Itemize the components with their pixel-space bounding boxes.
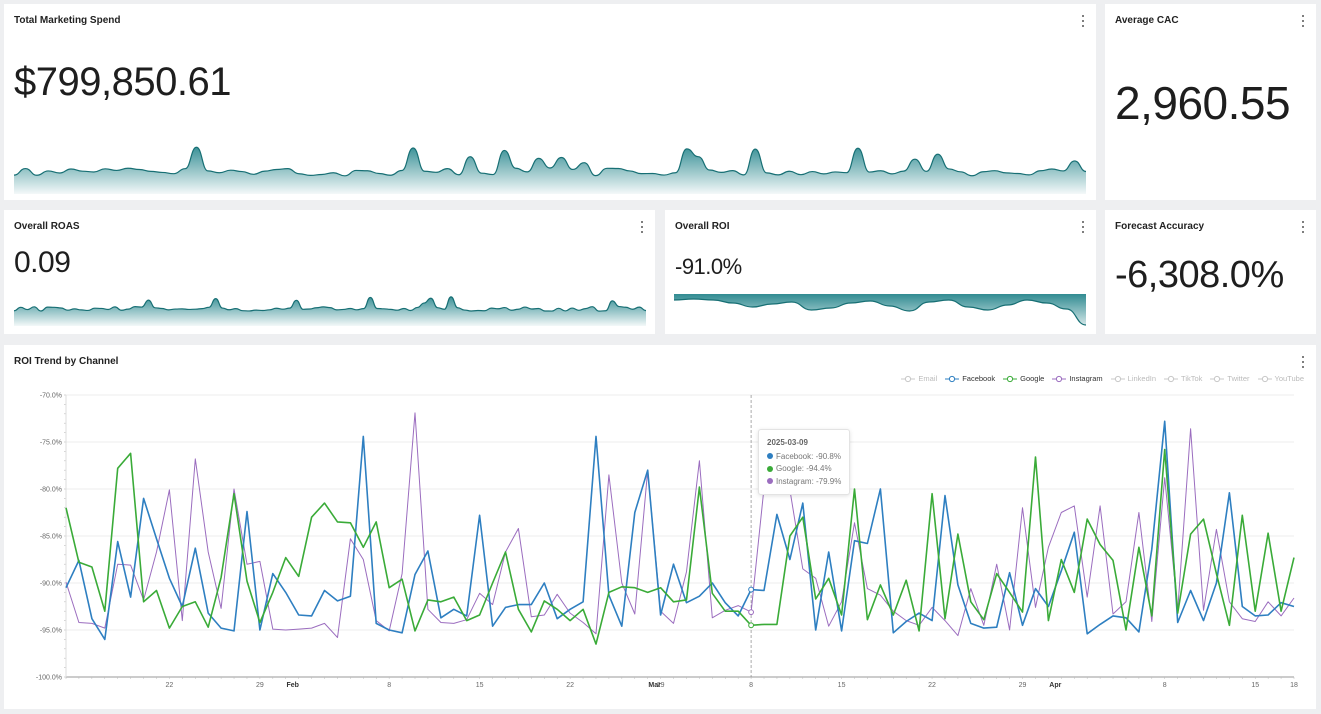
- x-tick-label: 15: [838, 682, 846, 689]
- kpi-value: $799,850.61: [14, 60, 231, 104]
- legend-label: LinkedIn: [1127, 374, 1157, 383]
- roi-trend-chart[interactable]: -70.0% -75.0% -80.0% -85.0% -90.0% -95.0% -100…: [4, 345, 1316, 709]
- legend-item-facebook[interactable]: Facebook: [945, 374, 995, 383]
- more-options-icon[interactable]: [1300, 220, 1306, 234]
- facebook-dot-icon: [767, 453, 773, 459]
- legend-line-icon: [901, 375, 916, 382]
- legend-item-linkedin[interactable]: LinkedIn: [1110, 374, 1157, 383]
- y-tick-label: -90.0%: [40, 581, 62, 588]
- legend-label: YouTube: [1274, 374, 1304, 383]
- tooltip-row-facebook: Facebook: -90.8%: [767, 451, 841, 464]
- more-options-icon[interactable]: [1080, 14, 1086, 28]
- y-tick-label: -80.0%: [40, 487, 62, 494]
- legend-line-icon: [1052, 375, 1067, 382]
- x-tick-label: 22: [928, 682, 936, 689]
- chart-title: ROI Trend by Channel: [14, 356, 119, 367]
- series-line-google[interactable]: [65, 448, 1295, 645]
- legend-item-twitter[interactable]: Twitter: [1210, 374, 1250, 383]
- kpi-value: -6,308.0%: [1115, 254, 1284, 296]
- more-options-icon[interactable]: [1300, 355, 1306, 369]
- roi-trend-card: ROI Trend by Channel Email Facebook Google…: [4, 345, 1316, 709]
- legend-item-email[interactable]: Email: [901, 374, 937, 383]
- roas-card: Overall ROAS 0.09: [4, 210, 655, 334]
- x-tick-label: 22: [566, 682, 574, 689]
- legend-item-instagram[interactable]: Instagram: [1052, 374, 1103, 383]
- kpi-value: 0.09: [14, 246, 71, 279]
- y-tick-label: -85.0%: [40, 534, 62, 541]
- card-title: Forecast Accuracy: [1115, 221, 1205, 232]
- card-title: Overall ROAS: [14, 221, 80, 232]
- tooltip-row-instagram: Instagram: -79.9%: [767, 476, 841, 489]
- legend-item-google[interactable]: Google: [1003, 374, 1044, 383]
- y-tick-label: -95.0%: [40, 628, 62, 635]
- chart-legend: Email Facebook Google Instagram LinkedIn TikT…: [893, 374, 1304, 383]
- x-tick-label: Feb: [286, 682, 298, 689]
- y-tick-label: -75.0%: [40, 440, 62, 447]
- forecast-card: Forecast Accuracy -6,308.0%: [1105, 210, 1316, 334]
- roi-sparkline: [674, 294, 1086, 326]
- x-tick-label: 18: [1290, 682, 1298, 689]
- tooltip-date: 2025-03-09: [767, 438, 808, 447]
- legend-label: TikTok: [1181, 374, 1203, 383]
- kpi-value: -91.0%: [675, 254, 742, 279]
- legend-line-icon: [1210, 375, 1225, 382]
- instagram-dot-icon: [767, 478, 773, 484]
- legend-item-youtube[interactable]: YouTube: [1257, 374, 1304, 383]
- x-tick-label: 15: [476, 682, 484, 689]
- card-title: Total Marketing Spend: [14, 15, 121, 26]
- legend-line-icon: [1257, 375, 1272, 382]
- x-tick-label: 8: [749, 682, 753, 689]
- legend-line-icon: [945, 375, 960, 382]
- legend-line-icon: [1003, 375, 1018, 382]
- legend-line-icon: [1110, 375, 1125, 382]
- x-tick-label: 22: [166, 682, 174, 689]
- x-tick-label: 29: [256, 682, 264, 689]
- x-tick-label: 29: [1019, 682, 1027, 689]
- kpi-value: 2,960.55: [1115, 77, 1291, 129]
- total-spend-card: Total Marketing Spend $799,850.61: [4, 4, 1096, 200]
- roi-card: Overall ROI -91.0%: [665, 210, 1096, 334]
- y-tick-label: -100.0%: [36, 675, 62, 682]
- tooltip-row-google: Google: -94.4%: [767, 463, 841, 476]
- x-tick-label: 15: [1251, 682, 1259, 689]
- card-title: Average CAC: [1115, 15, 1179, 26]
- x-tick-label: 8: [387, 682, 391, 689]
- legend-item-tiktok[interactable]: TikTok: [1164, 374, 1202, 383]
- legend-label: Email: [918, 374, 938, 383]
- x-tick-label: 29: [657, 682, 665, 689]
- hover-point-instagram: [748, 609, 754, 616]
- avg-cac-card: Average CAC 2,960.55: [1105, 4, 1316, 200]
- series-line-instagram[interactable]: [65, 412, 1295, 638]
- y-tick-label: -70.0%: [40, 393, 62, 400]
- more-options-icon[interactable]: [639, 220, 645, 234]
- legend-label: Instagram: [1069, 374, 1103, 383]
- hover-point-facebook: [748, 586, 754, 593]
- chart-tooltip: 2025-03-09 Facebook: -90.8% Google: -94.…: [758, 429, 851, 495]
- legend-line-icon: [1164, 375, 1179, 382]
- x-tick-label: 8: [1163, 682, 1167, 689]
- hover-point-google: [748, 622, 754, 629]
- more-options-icon[interactable]: [1300, 14, 1306, 28]
- legend-label: Google: [1020, 374, 1045, 383]
- card-title: Overall ROI: [675, 221, 730, 232]
- google-dot-icon: [767, 465, 773, 472]
- legend-label: Twitter: [1227, 374, 1250, 383]
- series-line-facebook[interactable]: [65, 420, 1295, 641]
- legend-label: Facebook: [962, 374, 996, 383]
- spend-sparkline: [14, 146, 1086, 194]
- x-tick-label: Apr: [1049, 682, 1061, 689]
- more-options-icon[interactable]: [1080, 220, 1086, 234]
- roas-sparkline: [14, 296, 646, 326]
- x-tick-label: Mar: [648, 682, 661, 689]
